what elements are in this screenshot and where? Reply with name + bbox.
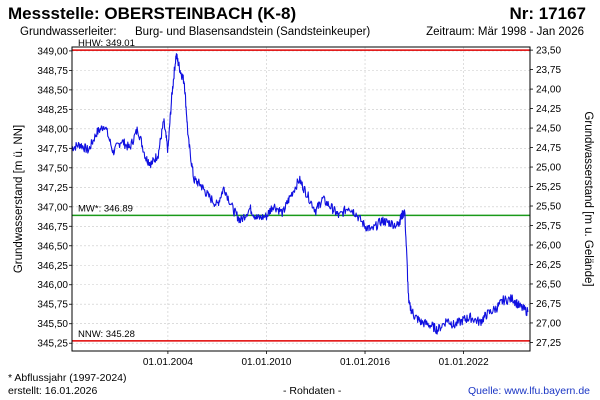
y-right-tick-label: 26,50	[536, 279, 561, 290]
y-right-tick-label: 26,75	[536, 299, 561, 310]
y-right-tick-label: 25,75	[536, 221, 561, 232]
station-title: Messstelle: OBERSTEINBACH (K-8)	[8, 4, 297, 23]
y-tick-label: 346,75	[37, 222, 68, 233]
y-right-tick-label: 25,00	[536, 163, 561, 174]
reference-label-0: HHW: 349.01	[78, 38, 135, 49]
y-tick-label: 348,25	[37, 105, 68, 116]
y-right-tick-label: 23,50	[536, 46, 561, 57]
footnote-runoff-year: * Abflussjahr (1997-2024)	[8, 372, 127, 384]
y-tick-label: 346,00	[37, 280, 68, 291]
y-tick-label: 346,50	[37, 241, 68, 252]
y-right-tick-label: 24,50	[536, 124, 561, 135]
x-tick-label: 01.01.2010	[241, 357, 291, 368]
y-right-tick-label: 25,25	[536, 182, 561, 193]
plot-frame	[71, 46, 531, 352]
period-label: Zeitraum: Mär 1998 - Jan 2026	[426, 26, 584, 38]
aquifer-label: Grundwasserleiter:	[20, 26, 117, 38]
y-right-tick-label: 24,75	[536, 143, 561, 154]
y-tick-label: 347,75	[37, 144, 68, 155]
y-axis-title-right: Grundwasserstand [m u. Gelände]	[582, 111, 594, 286]
y-tick-label: 345,25	[37, 339, 68, 350]
source-link[interactable]: Quelle: www.lfu.bayern.de	[468, 385, 590, 397]
y-tick-label: 348,00	[37, 124, 68, 135]
y-tick-label: 348,75	[37, 66, 68, 77]
y-right-tick-label: 24,00	[536, 85, 561, 96]
y-right-tick-label: 24,25	[536, 104, 561, 115]
plot-area	[72, 47, 530, 351]
y-tick-label: 347,25	[37, 183, 68, 194]
y-axis-title-left: Grundwasserstand [m ü. NN]	[13, 125, 25, 273]
source-link-text[interactable]: Quelle: www.lfu.bayern.de	[468, 385, 590, 397]
x-tick-label: 01.01.2016	[340, 357, 390, 368]
series-line-0	[71, 53, 529, 335]
y-tick-label: 348,50	[37, 85, 68, 96]
y-tick-label: 347,50	[37, 163, 68, 174]
y-right-tick-label: 27,00	[536, 318, 561, 329]
station-number: Nr: 17167	[509, 4, 586, 23]
y-right-tick-label: 25,50	[536, 202, 561, 213]
aquifer-name: Burg- und Blasensandstein (Sandsteinkeup…	[135, 26, 371, 38]
y-right-tick-label: 26,00	[536, 240, 561, 251]
y-tick-label: 345,50	[37, 319, 68, 330]
x-tick-label: 01.01.2022	[439, 357, 489, 368]
created-date: erstellt: 16.01.2026	[8, 385, 98, 397]
x-tick-label: 01.01.2004	[143, 357, 193, 368]
y-right-tick-label: 27,25	[536, 338, 561, 349]
y-tick-label: 346,25	[37, 261, 68, 272]
raw-data-note: - Rohdaten -	[283, 385, 342, 397]
y-right-tick-label: 23,75	[536, 65, 561, 76]
y-right-tick-label: 26,25	[536, 260, 561, 271]
reference-label-1: MW*: 346.89	[78, 203, 133, 214]
y-tick-label: 347,00	[37, 202, 68, 213]
y-tick-label: 345,75	[37, 300, 68, 311]
reference-label-2: NNW: 345.28	[78, 329, 135, 340]
y-tick-label: 349,00	[37, 46, 68, 57]
